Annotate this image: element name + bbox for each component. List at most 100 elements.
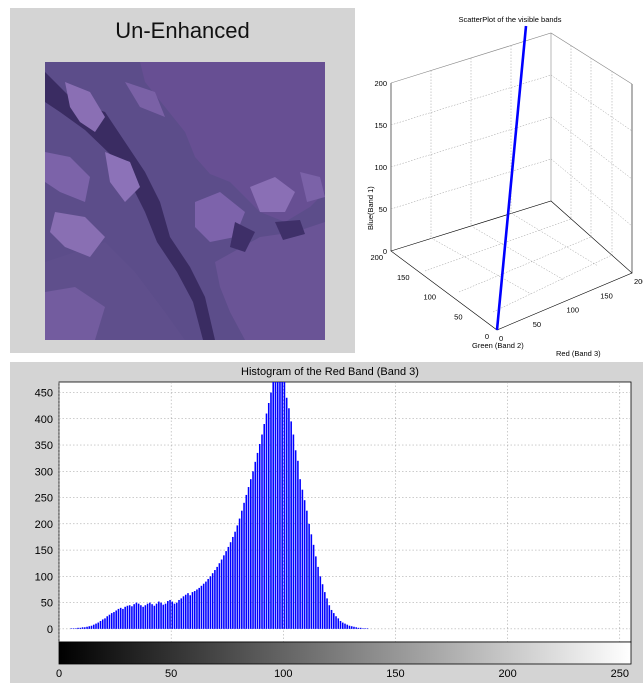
scatter-xlabel: Red (Band 3) bbox=[556, 349, 601, 358]
histogram-bar bbox=[359, 627, 362, 629]
histogram-bar bbox=[88, 626, 91, 629]
scatter-gridlines bbox=[390, 45, 633, 313]
histogram-bar bbox=[169, 599, 171, 629]
histogram-bar bbox=[209, 576, 212, 629]
histogram-bar bbox=[312, 544, 315, 629]
histogram-bar bbox=[151, 604, 153, 629]
histogram-bar bbox=[175, 602, 178, 629]
histogram-y-tick: 200 bbox=[35, 519, 53, 531]
histogram-bar bbox=[81, 627, 84, 629]
histogram-bar bbox=[258, 443, 261, 629]
scatter-ylabel: Green (Band 2) bbox=[472, 341, 524, 350]
histogram-bar bbox=[115, 610, 117, 629]
scatter-z-tick: 0 bbox=[383, 247, 387, 256]
histogram-bar bbox=[72, 628, 75, 629]
histogram-bar bbox=[117, 608, 120, 629]
histogram-bar bbox=[324, 592, 326, 629]
histogram-chart: Histogram of the Red Band (Band 3) 0 50 10… bbox=[35, 366, 632, 680]
histogram-bar bbox=[196, 589, 198, 629]
histogram-bar bbox=[276, 382, 279, 629]
histogram-plot-area bbox=[58, 381, 632, 643]
histogram-bar bbox=[330, 609, 333, 629]
histogram-bar bbox=[366, 628, 369, 629]
histogram-bar bbox=[247, 487, 250, 629]
histogram-bar bbox=[227, 546, 230, 629]
scatter-tick-labels: 050100150200050100150200050100150200 bbox=[370, 79, 643, 343]
histogram-bar bbox=[153, 605, 156, 629]
histogram-bars bbox=[70, 382, 369, 629]
scatter-y-tick: 50 bbox=[454, 312, 462, 321]
histogram-bar bbox=[279, 382, 281, 629]
histogram-bar bbox=[220, 559, 223, 629]
histogram-bar bbox=[86, 626, 88, 629]
histogram-bar bbox=[126, 605, 129, 629]
histogram-bar bbox=[234, 531, 236, 629]
scatter-z-tick: 50 bbox=[379, 205, 387, 214]
histogram-bar bbox=[290, 421, 292, 629]
histogram-colorbar bbox=[58, 641, 632, 665]
histogram-bar bbox=[292, 434, 295, 629]
histogram-bar bbox=[90, 625, 93, 629]
histogram-bar bbox=[101, 619, 104, 629]
histogram-bar bbox=[207, 578, 209, 629]
histogram-bar bbox=[140, 605, 142, 629]
histogram-bar bbox=[250, 479, 252, 629]
histogram-bar bbox=[299, 479, 301, 629]
histogram-bar bbox=[254, 461, 257, 629]
histogram-bar bbox=[77, 627, 79, 629]
histogram-bar bbox=[288, 408, 290, 629]
histogram-x-tick-labels: 0 50 100 150 200 250 bbox=[56, 668, 629, 680]
histogram-bar bbox=[252, 471, 254, 629]
histogram-y-tick: 50 bbox=[41, 598, 53, 610]
histogram-bar bbox=[70, 628, 73, 629]
scatter-x-tick: 50 bbox=[533, 320, 541, 329]
histogram-bar bbox=[149, 602, 151, 629]
histogram-bar bbox=[328, 605, 331, 629]
scatter-plot: ScatterPlot of the visible bands bbox=[366, 15, 643, 358]
histogram-y-tick: 250 bbox=[35, 493, 53, 505]
histogram-bar bbox=[202, 583, 205, 629]
histogram-bar bbox=[362, 628, 364, 629]
histogram-y-tick-labels: 0 50 100 150 200 250 300 350 400 450 bbox=[35, 388, 53, 636]
scatter-y-tick: 200 bbox=[370, 253, 383, 262]
histogram-bar bbox=[128, 605, 131, 629]
histogram-bar bbox=[317, 566, 319, 629]
histogram-bar bbox=[346, 624, 349, 629]
histogram-bar bbox=[283, 382, 286, 629]
histogram-bar bbox=[137, 603, 140, 629]
histogram-bar bbox=[218, 563, 221, 629]
histogram-bar bbox=[241, 510, 243, 629]
scatter-points bbox=[495, 25, 528, 331]
histogram-bar bbox=[344, 623, 346, 629]
histogram-bar bbox=[236, 525, 239, 629]
histogram-bar bbox=[238, 518, 241, 629]
histogram-x-tick: 100 bbox=[274, 668, 292, 680]
histogram-bar bbox=[357, 627, 360, 629]
histogram-y-tick: 0 bbox=[47, 624, 53, 636]
histogram-bar bbox=[306, 510, 308, 629]
histogram-bar bbox=[92, 624, 95, 629]
scatter-point-line bbox=[495, 25, 528, 331]
histogram-x-tick: 150 bbox=[386, 668, 404, 680]
histogram-bar bbox=[158, 601, 160, 629]
histogram-bar bbox=[106, 616, 109, 629]
unenhanced-panel: Un-Enhanced bbox=[10, 8, 355, 353]
histogram-bar bbox=[243, 502, 245, 629]
histogram-bar bbox=[187, 593, 189, 629]
histogram-bar bbox=[263, 424, 266, 629]
histogram-bar bbox=[332, 613, 335, 629]
scatter-z-tick: 100 bbox=[374, 163, 387, 172]
histogram-bar bbox=[326, 598, 328, 629]
histogram-bar bbox=[341, 622, 344, 629]
histogram-bar bbox=[355, 627, 358, 629]
histogram-bar bbox=[171, 601, 174, 629]
histogram-x-tick: 0 bbox=[56, 668, 62, 680]
histogram-bar bbox=[267, 403, 270, 629]
histogram-gridlines bbox=[58, 382, 631, 642]
histogram-bar bbox=[191, 592, 194, 629]
histogram-y-tick: 100 bbox=[35, 571, 53, 583]
histogram-bar bbox=[261, 434, 263, 629]
histogram-x-tick: 250 bbox=[611, 668, 629, 680]
scatter-y-tick: 0 bbox=[485, 332, 489, 341]
histogram-bar bbox=[193, 591, 196, 629]
